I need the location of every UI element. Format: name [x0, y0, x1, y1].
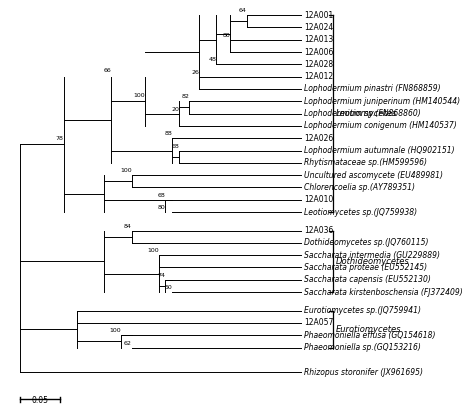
- Text: 100: 100: [120, 168, 132, 173]
- Text: 26: 26: [191, 70, 200, 75]
- Text: Leotiomycetes: Leotiomycetes: [335, 109, 397, 118]
- Text: Saccharata capensis (EU552130): Saccharata capensis (EU552130): [304, 275, 431, 284]
- Text: Rhizopus storonifer (JX961695): Rhizopus storonifer (JX961695): [304, 368, 423, 377]
- Text: 64: 64: [239, 8, 247, 13]
- Text: Chlorencoelia sp.(AY789351): Chlorencoelia sp.(AY789351): [304, 183, 415, 192]
- Text: 68: 68: [171, 144, 179, 149]
- Text: 82: 82: [182, 94, 189, 99]
- Text: 20: 20: [171, 107, 179, 112]
- Text: 80: 80: [158, 205, 165, 210]
- Text: Dothideomycetes: Dothideomycetes: [335, 257, 409, 266]
- Text: 84: 84: [124, 224, 132, 229]
- Text: 74: 74: [157, 273, 165, 278]
- Text: Rhytismataceae sp.(HM599596): Rhytismataceae sp.(HM599596): [304, 158, 428, 167]
- Text: Lophodermium autumnale (HQ902151): Lophodermium autumnale (HQ902151): [304, 146, 455, 155]
- Text: Saccharata kirstenboschensia (FJ372409): Saccharata kirstenboschensia (FJ372409): [304, 288, 463, 297]
- Text: Phaeomoniella effusa (GQ154618): Phaeomoniella effusa (GQ154618): [304, 331, 436, 340]
- Text: 12A028: 12A028: [304, 60, 334, 69]
- Text: Dothideomycetes sp.(JQ760115): Dothideomycetes sp.(JQ760115): [304, 238, 429, 247]
- Text: Eurotiomycetes: Eurotiomycetes: [335, 324, 401, 334]
- Text: 12A036: 12A036: [304, 226, 334, 235]
- Text: 12A024: 12A024: [304, 23, 334, 32]
- Text: 48: 48: [209, 58, 216, 62]
- Text: 0.05: 0.05: [32, 396, 48, 405]
- Text: Saccharata intermedia (GU229889): Saccharata intermedia (GU229889): [304, 251, 440, 260]
- Text: 12A012: 12A012: [304, 72, 334, 81]
- Text: 12A001: 12A001: [304, 10, 334, 20]
- Text: 100: 100: [147, 248, 159, 253]
- Text: Saccharata proteae (EU552145): Saccharata proteae (EU552145): [304, 263, 428, 272]
- Text: Lophodermium conigenum (HM140537): Lophodermium conigenum (HM140537): [304, 121, 457, 130]
- Text: 62: 62: [124, 341, 132, 346]
- Text: Eurotiomycetes sp.(JQ759941): Eurotiomycetes sp.(JQ759941): [304, 306, 421, 315]
- Text: Lophodermium sp.(FN868860): Lophodermium sp.(FN868860): [304, 109, 421, 118]
- Text: 88: 88: [164, 131, 172, 136]
- Text: 50: 50: [164, 285, 172, 290]
- Text: 80: 80: [222, 33, 230, 38]
- Text: Lophodermium pinastri (FN868859): Lophodermium pinastri (FN868859): [304, 84, 441, 94]
- Text: 100: 100: [134, 92, 145, 97]
- Text: 12A010: 12A010: [304, 195, 334, 204]
- Text: 12A057: 12A057: [304, 319, 334, 327]
- Text: 68: 68: [158, 193, 165, 198]
- Text: 12A006: 12A006: [304, 48, 334, 56]
- Text: Leotiomycetes sp.(JQ759938): Leotiomycetes sp.(JQ759938): [304, 208, 418, 217]
- Text: Uncultured ascomycete (EU489981): Uncultured ascomycete (EU489981): [304, 171, 444, 180]
- Text: 66: 66: [103, 68, 111, 73]
- Text: 12A013: 12A013: [304, 35, 334, 44]
- Text: 100: 100: [110, 329, 121, 333]
- Text: Phaeomoniella sp.(GQ153216): Phaeomoniella sp.(GQ153216): [304, 343, 421, 352]
- Text: Lophodermium juniperinum (HM140544): Lophodermium juniperinum (HM140544): [304, 97, 461, 106]
- Text: 12A026: 12A026: [304, 134, 334, 143]
- Text: 78: 78: [56, 136, 64, 141]
